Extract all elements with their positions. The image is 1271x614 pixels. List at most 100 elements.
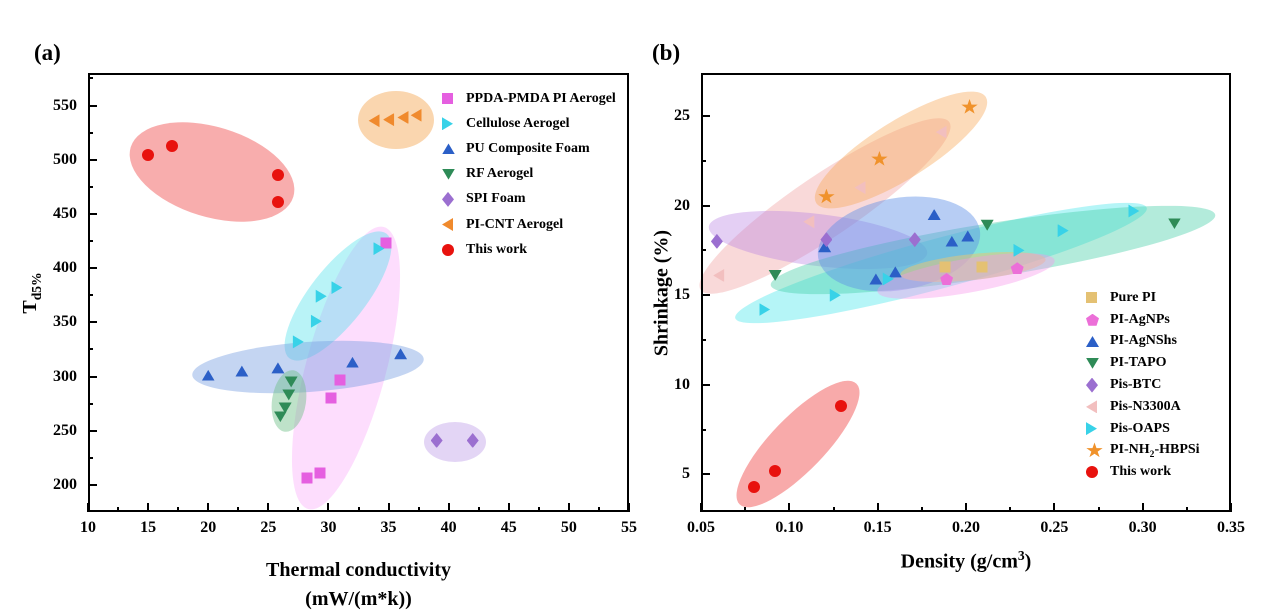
label-part: This work: [1110, 464, 1172, 480]
legend-item-pi-cnt-aerogel: PI-CNT Aerogel: [442, 212, 616, 237]
y-axis-minor-tick: [88, 240, 93, 242]
legend-marker-this-work-icon: [442, 243, 466, 256]
marker-pu-composite-foam: [345, 356, 359, 368]
legend-label-rf-aerogel: RF Aerogel: [466, 166, 533, 182]
marker-rf-aerogel: [284, 376, 298, 388]
label-part: PI-NH: [1110, 441, 1150, 457]
marker-pi-agnshs: [869, 273, 883, 285]
legend-label-pure-pi: Pure PI: [1110, 290, 1156, 306]
marker-pure-pi: [976, 261, 988, 273]
y-axis-tick: [88, 429, 97, 432]
x-axis-tick-label: 20: [200, 519, 217, 536]
label-part: 2: [1149, 449, 1155, 460]
y-axis-minor-tick: [701, 338, 706, 341]
y-axis-tick: [88, 375, 97, 378]
x-axis-tick: [1230, 503, 1232, 512]
marker-pis-btc: [710, 233, 723, 249]
marker-pis-btc: [908, 232, 921, 248]
y-axis-tick: [701, 204, 710, 207]
marker-this-work: [748, 480, 760, 493]
x-axis-tick-label: 55: [621, 519, 637, 536]
x-axis-tick-label: 0.30: [1128, 519, 1157, 536]
legend-marker-pi-nh2-hbpsi-icon: [1086, 442, 1110, 458]
x-axis-tick: [1053, 503, 1056, 512]
x-axis-minor-tick: [832, 507, 835, 512]
x-axis-title-line: (mW/(m*k)): [266, 585, 451, 614]
y-axis-tick-label: 250: [53, 421, 77, 439]
y-axis-minor-tick: [88, 131, 93, 134]
marker-pi-agnshs: [927, 209, 941, 221]
label-part: PI-AgNPs: [1110, 311, 1170, 327]
marker-pi-tapo: [1167, 218, 1181, 229]
x-axis-tick-label: 40: [440, 519, 457, 536]
legend-item-pis-oaps: Pis-OAPS: [1086, 418, 1200, 440]
marker-pis-n3300a: [713, 268, 725, 282]
y-axis-title-a: Td5%: [19, 272, 45, 313]
marker-pi-tapo: [980, 219, 994, 231]
y-axis-tick-label: 25: [674, 107, 690, 124]
x-axis-tick: [387, 503, 390, 512]
y-axis-minor-tick: [88, 348, 93, 351]
marker-ppda-pmda-pi-aerogel: [301, 472, 313, 484]
y-axis-minor-tick: [88, 185, 93, 188]
marker-pis-n3300a: [854, 181, 866, 195]
marker-pis-oaps: [759, 303, 771, 317]
y-axis-minor-tick: [701, 249, 706, 252]
square-icon: [1086, 292, 1097, 304]
x-axis-tick-label: 25: [260, 519, 277, 536]
marker-pis-oaps: [882, 272, 894, 286]
x-axis-tick-label: 15: [140, 519, 157, 536]
y-axis-tick: [88, 483, 97, 486]
legend-marker-spi-foam-icon: [442, 191, 466, 207]
pentagon-icon: [1086, 313, 1099, 326]
x-axis-minor-tick: [417, 507, 420, 512]
marker-cellulose-aerogel: [292, 335, 304, 349]
label-part: Pis-BTC: [1110, 377, 1162, 393]
x-axis-tick: [267, 503, 270, 512]
legend-item-pi-tapo: PI-TAPO: [1086, 352, 1200, 374]
marker-pi-agnps: [1010, 262, 1024, 275]
legend-label-pis-btc: Pis-BTC: [1110, 377, 1161, 393]
marker-pis-oaps: [1128, 204, 1140, 218]
marker-pi-tapo: [768, 269, 782, 281]
square-icon: [442, 93, 453, 105]
label-part: Thermal conductivity: [266, 559, 451, 581]
legend-item-pi-agnshs: PI-AgNShs: [1086, 331, 1200, 353]
legend-a: PPDA-PMDA PI Aerogel Cellulose Aerogel PU …: [442, 86, 616, 262]
label-part: T: [19, 299, 41, 314]
y-axis-tick-label: 20: [674, 196, 690, 214]
x-axis-tick: [87, 503, 89, 512]
x-axis-tick: [147, 503, 150, 512]
marker-this-work: [834, 400, 847, 413]
y-axis-tick: [701, 294, 710, 297]
x-axis-tick: [207, 503, 210, 512]
y-axis-title-b: Shrinkage (%): [651, 229, 674, 355]
marker-pis-n3300a: [935, 125, 947, 139]
legend-label-spi-foam: SPI Foam: [466, 191, 526, 207]
x-axis-title-line: Density (g/cm3): [901, 546, 1032, 577]
marker-this-work: [769, 464, 782, 477]
circle-icon: [1086, 466, 1098, 479]
legend-item-this-work: This work: [442, 237, 616, 262]
legend-item-pu-composite-foam: PU Composite Foam: [442, 136, 616, 161]
label-part: Shrinkage (%): [650, 229, 673, 356]
label-part: PPDA-PMDA PI Aerogel: [466, 90, 616, 106]
legend-label-pi-agnps: PI-AgNPs: [1110, 312, 1170, 328]
marker-pis-oaps: [1057, 224, 1069, 238]
marker-pis-oaps: [1013, 243, 1025, 257]
legend-item-this-work: This work: [1086, 461, 1200, 483]
legend-marker-pure-pi-icon: [1086, 292, 1110, 304]
x-axis-tick-label: 0.25: [1040, 519, 1069, 536]
diamond-icon: [1086, 377, 1098, 393]
tri-right-icon: [1086, 422, 1097, 436]
legend-item-spi-foam: SPI Foam: [442, 187, 616, 212]
legend-item-pis-btc: Pis-BTC: [1086, 374, 1200, 396]
legend-marker-pis-n3300a-icon: [1086, 400, 1110, 414]
x-axis-minor-tick: [744, 507, 747, 512]
legend-label-pis-n3300a: Pis-N3300A: [1110, 399, 1181, 415]
marker-this-work: [271, 168, 284, 181]
y-axis-minor-tick: [701, 428, 706, 431]
tri-down-icon: [442, 168, 455, 180]
y-axis-tick-label: 10: [674, 375, 690, 393]
tri-down-icon: [1086, 357, 1099, 369]
